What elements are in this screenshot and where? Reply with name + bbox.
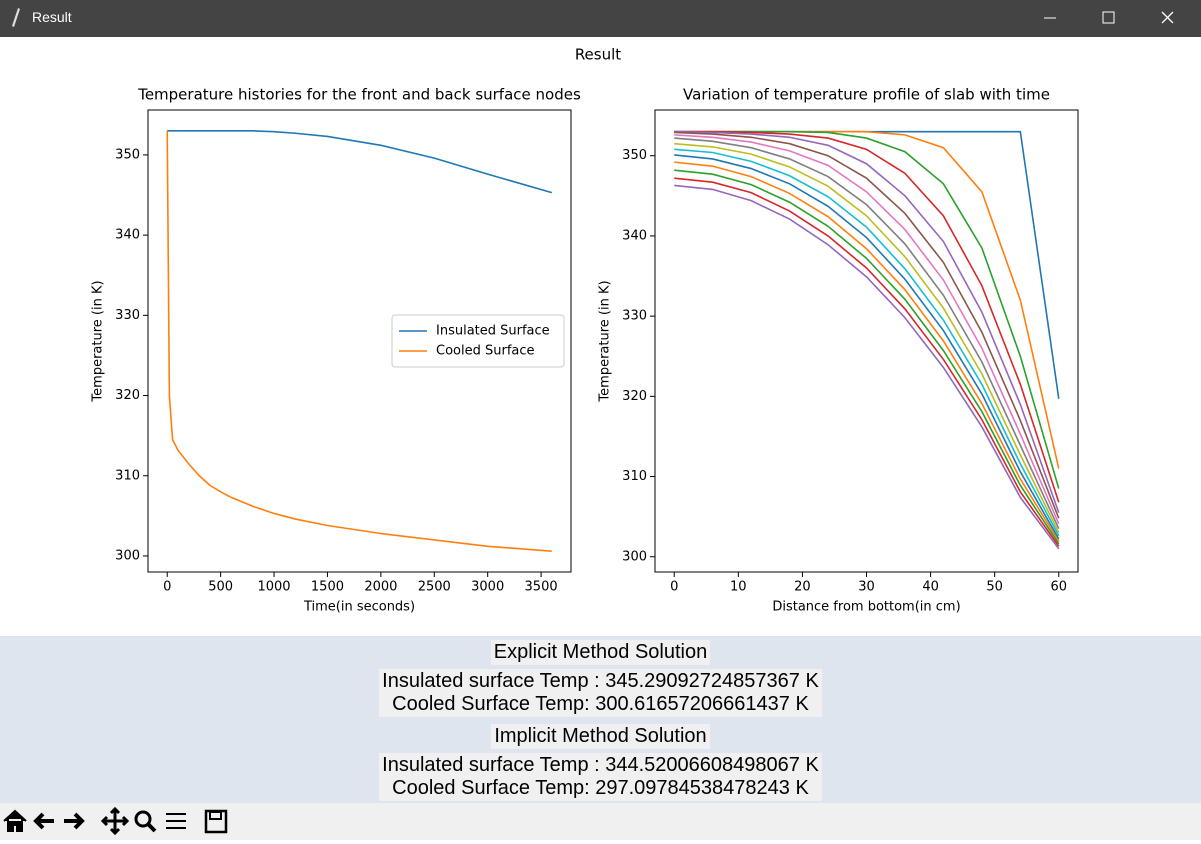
x-tick-label: 1000 bbox=[257, 580, 290, 595]
y-axis-label: Temperature (in K) bbox=[91, 280, 106, 402]
line bbox=[674, 161, 1060, 542]
y-axis-label: Temperature (in K) bbox=[598, 280, 613, 402]
app-icon bbox=[12, 8, 20, 27]
y-tick-label: 320 bbox=[115, 388, 140, 403]
x-tick-label: 0 bbox=[163, 580, 171, 595]
zoom-button[interactable] bbox=[134, 810, 152, 828]
results-panel: Explicit Method Solution Insulated surfa… bbox=[0, 636, 1201, 803]
y-tick-label: 320 bbox=[622, 389, 647, 404]
plot-frame bbox=[147, 109, 572, 573]
forward-button[interactable] bbox=[64, 812, 85, 830]
line bbox=[674, 131, 1060, 519]
back-button[interactable] bbox=[33, 812, 54, 830]
maximize-button[interactable] bbox=[1102, 11, 1115, 24]
title-bar-icons bbox=[12, 8, 1174, 27]
result-line: Insulated surface Temp : 345.29092724857… bbox=[382, 670, 819, 692]
chart-title: Variation of temperature profile of slab… bbox=[683, 86, 1050, 104]
line bbox=[167, 130, 552, 194]
x-tick-label: 20 bbox=[794, 580, 811, 595]
window-title: Result bbox=[32, 9, 72, 25]
plot-frame bbox=[654, 109, 1079, 573]
configure-button[interactable] bbox=[166, 813, 186, 829]
legend-box bbox=[391, 314, 565, 368]
x-tick-label: 3000 bbox=[471, 580, 504, 595]
y-tick-label: 340 bbox=[115, 228, 140, 243]
line bbox=[674, 148, 1060, 537]
figure-title: Result bbox=[575, 46, 621, 64]
line bbox=[674, 130, 1060, 489]
save-icon-detail bbox=[209, 811, 222, 820]
x-tick-label: 3500 bbox=[525, 580, 558, 595]
figure: Result Temperature histories for the fro… bbox=[91, 46, 1079, 615]
zoom-handle bbox=[146, 822, 157, 833]
x-tick-label: 500 bbox=[208, 580, 233, 595]
x-tick-label: 60 bbox=[1050, 580, 1067, 595]
toolbar bbox=[0, 803, 1201, 840]
legend: Insulated Surface Cooled Surface bbox=[391, 314, 565, 368]
x-tick-label: 10 bbox=[730, 580, 747, 595]
x-tick-label: 50 bbox=[986, 580, 1003, 595]
legend-label: Insulated Surface bbox=[436, 324, 550, 339]
x-tick-label: 40 bbox=[922, 580, 939, 595]
x-tick-label: 0 bbox=[670, 580, 678, 595]
line bbox=[674, 130, 1060, 513]
result-text: Insulated surface Temp : 344.52006608498… bbox=[379, 753, 822, 801]
y-tick-label: 340 bbox=[622, 228, 647, 243]
x-tick-label: 2500 bbox=[418, 580, 451, 595]
x-tick-label: 1500 bbox=[311, 580, 344, 595]
title-bar: Result bbox=[0, 0, 1201, 37]
y-tick-label: 310 bbox=[622, 469, 647, 484]
legend-label: Cooled Surface bbox=[436, 344, 535, 359]
line bbox=[674, 142, 1060, 534]
line bbox=[674, 169, 1060, 545]
line bbox=[166, 130, 552, 552]
result-line: Cooled Surface Temp: 300.61657206661437 … bbox=[392, 693, 809, 715]
toolbar-icons bbox=[3, 806, 228, 836]
result-line: Cooled Surface Temp: 297.09784538478243 … bbox=[392, 777, 809, 799]
section-heading: Explicit Method Solution bbox=[490, 640, 711, 665]
line bbox=[674, 154, 1060, 540]
x-tick-label: 2000 bbox=[364, 580, 397, 595]
home-button[interactable] bbox=[3, 809, 27, 832]
close-button[interactable] bbox=[1161, 11, 1174, 24]
y-tick-label: 310 bbox=[115, 468, 140, 483]
line bbox=[674, 177, 1060, 547]
x-axis-label: Time(in seconds) bbox=[303, 600, 415, 615]
pan-button[interactable] bbox=[100, 806, 130, 836]
y-tick-label: 350 bbox=[115, 147, 140, 162]
y-tick-label: 350 bbox=[622, 148, 647, 163]
result-line: Insulated surface Temp : 344.52006608498… bbox=[382, 754, 819, 776]
line bbox=[674, 130, 1060, 503]
y-tick-label: 330 bbox=[622, 309, 647, 324]
y-tick-label: 330 bbox=[115, 308, 140, 323]
section-heading: Implicit Method Solution bbox=[491, 724, 710, 749]
line bbox=[674, 137, 1060, 530]
result-text: Insulated surface Temp : 345.29092724857… bbox=[379, 669, 822, 717]
x-axis-label: Distance from bottom(in cm) bbox=[772, 600, 960, 615]
y-tick-label: 300 bbox=[115, 548, 140, 563]
y-tick-label: 300 bbox=[622, 549, 647, 564]
x-tick-label: 30 bbox=[858, 580, 875, 595]
line bbox=[674, 134, 1060, 525]
line bbox=[674, 184, 1060, 550]
chart-title: Temperature histories for the front and … bbox=[137, 86, 581, 104]
